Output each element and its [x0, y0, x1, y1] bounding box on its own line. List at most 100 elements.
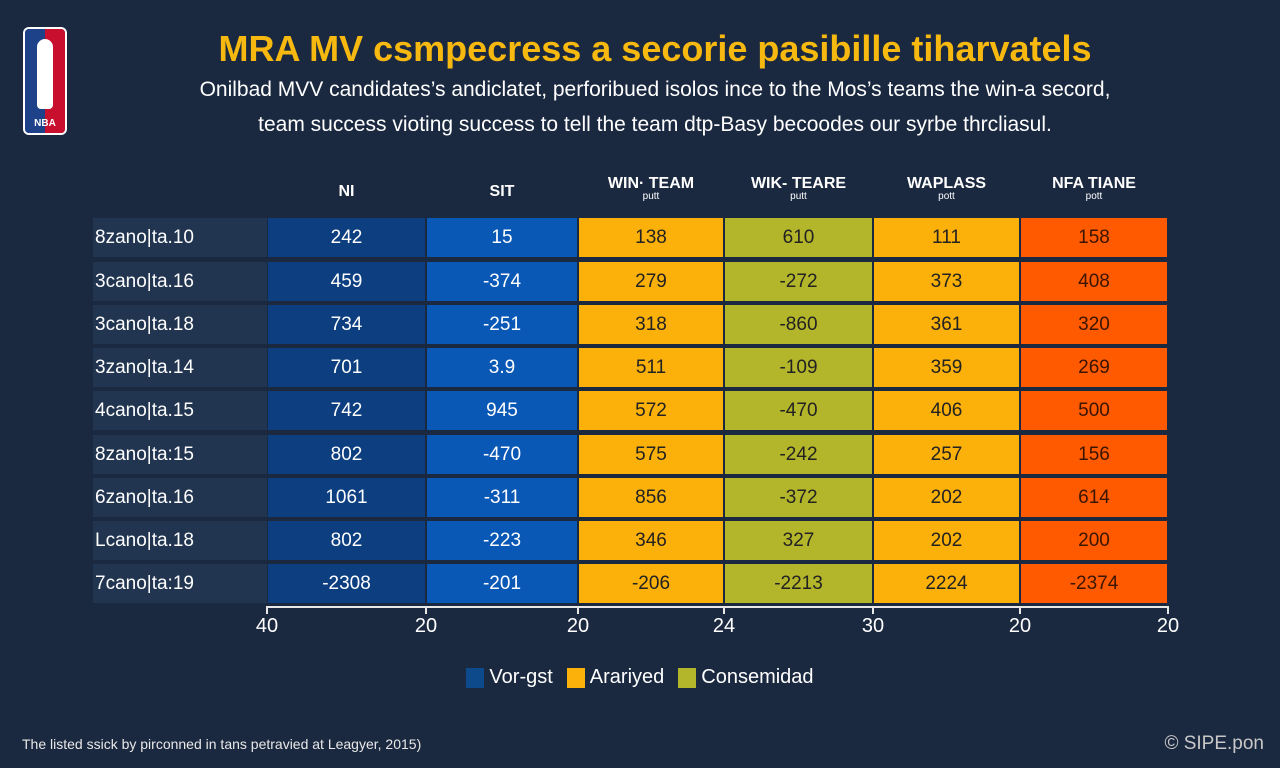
page-title: MRA MV csmpecress a secorie pasibille ti… [218, 28, 1092, 69]
table-cell: 373 [874, 262, 1019, 301]
table-row: 7cano|ta:19 -2308 -201 -206 -2213 2224 -2374 [93, 564, 1168, 603]
table-cell: 511 [579, 348, 723, 387]
table-cell: 406 [874, 391, 1019, 430]
table-cell: 257 [874, 435, 1019, 474]
table-cell: -201 [427, 564, 577, 603]
table-cell: -470 [725, 391, 872, 430]
table-cell: 3.9 [427, 348, 577, 387]
table-cell: 1061 [268, 478, 425, 517]
column-header-name: NFA TIANE [1052, 175, 1136, 192]
row-label: 3cano|ta.18 [93, 305, 267, 344]
table-cell: 242 [268, 218, 425, 257]
table-cell: 408 [1021, 262, 1167, 301]
legend-label: Arariyed [589, 666, 665, 688]
table-cell: -251 [427, 305, 577, 344]
table-cell: 856 [579, 478, 723, 517]
x-tick-label: 24 [712, 615, 736, 637]
table-cell: -372 [725, 478, 872, 517]
table-cell: 320 [1021, 305, 1167, 344]
column-header-unit: pott [938, 191, 955, 202]
nba-logo: NBA [23, 27, 67, 135]
row-label: 6zano|ta.16 [93, 478, 267, 517]
x-tick-mark [723, 606, 725, 614]
legend-item: Vor-gst [466, 666, 553, 689]
table-row: 3cano|ta.18 734 -251 318 -860 361 320 [93, 305, 1168, 344]
table-cell: 945 [427, 391, 577, 430]
row-label: 4cano|ta.15 [93, 391, 267, 430]
table-cell: 614 [1021, 478, 1167, 517]
x-tick-label: 20 [414, 615, 438, 637]
copyright: © SIPE.pon [1164, 733, 1264, 754]
legend-item: Consemidad [678, 666, 814, 689]
column-header: NI [267, 184, 426, 200]
x-tick-label: 30 [861, 615, 885, 637]
table-row: 8zano|ta:15 802 -470 575 -242 257 156 [93, 435, 1168, 474]
row-label: 3cano|ta.16 [93, 262, 267, 301]
table-cell: 802 [268, 521, 425, 560]
x-tick-label: 40 [255, 615, 279, 637]
subtitle-line-2: team success vioting success to tell the… [258, 113, 1052, 136]
column-header: NFA TIANE pott [1020, 176, 1168, 202]
player-silhouette-icon [37, 39, 53, 109]
x-tick-label: 20 [1008, 615, 1032, 637]
x-tick-mark [872, 606, 874, 614]
table-cell: 734 [268, 305, 425, 344]
table-cell: -2213 [725, 564, 872, 603]
table-cell: 15 [427, 218, 577, 257]
column-header: WIK- TEARE putt [724, 176, 873, 202]
table-cell: 279 [579, 262, 723, 301]
table-cell: 802 [268, 435, 425, 474]
table-cell: 610 [725, 218, 872, 257]
table-row: 4cano|ta.15 742 945 572 -470 406 500 [93, 391, 1168, 430]
legend: Vor-gst Arariyed Consemidad [0, 666, 1280, 689]
table-cell: 111 [874, 218, 1019, 257]
legend-label: Vor-gst [489, 666, 553, 688]
table-cell: -2374 [1021, 564, 1167, 603]
footer-note: The listed ssick by pirconned in tans pe… [22, 736, 422, 752]
row-label: 7cano|ta:19 [93, 564, 267, 603]
row-label: 3zano|ta.14 [93, 348, 267, 387]
logo-text: NBA [34, 118, 56, 129]
table-cell: -109 [725, 348, 872, 387]
column-header-name: WAPLASS [906, 175, 987, 192]
x-tick-label: 20 [566, 615, 590, 637]
x-tick-label: 20 [1156, 615, 1180, 637]
table-cell: 361 [874, 305, 1019, 344]
table-cell: 138 [579, 218, 723, 257]
legend-item: Arariyed [566, 666, 665, 689]
column-header: WAPLASS pott [873, 176, 1020, 202]
table-cell: 2224 [874, 564, 1019, 603]
table-cell: 200 [1021, 521, 1167, 560]
table-cell: 742 [268, 391, 425, 430]
table-cell: 318 [579, 305, 723, 344]
x-tick-mark [266, 606, 268, 614]
table-cell: -223 [427, 521, 577, 560]
table-cell: 575 [579, 435, 723, 474]
table-cell: 202 [874, 478, 1019, 517]
table-cell: 459 [268, 262, 425, 301]
table-cell: -470 [427, 435, 577, 474]
x-tick-mark [1019, 606, 1021, 614]
table-cell: -242 [725, 435, 872, 474]
column-header-unit: putt [642, 191, 660, 202]
table-cell: -860 [725, 305, 872, 344]
table-cell: -374 [427, 262, 577, 301]
column-header-name: WIN· TEAM [607, 175, 695, 192]
table-row: Lcano|ta.18 802 -223 346 327 202 200 [93, 521, 1168, 560]
table-cell: -2308 [268, 564, 425, 603]
table-cell: -272 [725, 262, 872, 301]
legend-swatch [466, 667, 485, 688]
column-header-name: WIK- TEARE [750, 175, 847, 192]
x-tick-mark [425, 606, 427, 614]
table-cell: 158 [1021, 218, 1167, 257]
table-row: 3cano|ta.16 459 -374 279 -272 373 408 [93, 262, 1168, 301]
legend-swatch [566, 667, 585, 688]
table-cell: 500 [1021, 391, 1167, 430]
table-cell: 156 [1021, 435, 1167, 474]
table-cell: -206 [579, 564, 723, 603]
table-cell: 202 [874, 521, 1019, 560]
table-cell: 572 [579, 391, 723, 430]
x-axis [267, 606, 1168, 608]
x-tick-mark [1167, 606, 1169, 614]
table-cell: 269 [1021, 348, 1167, 387]
